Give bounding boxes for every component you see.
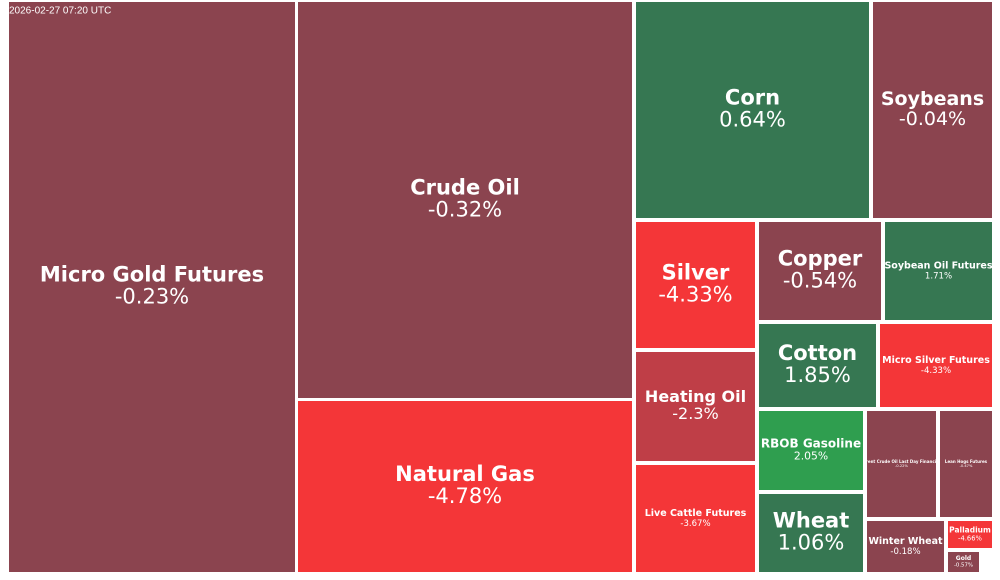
- tile-name: Copper: [778, 246, 863, 270]
- tile: [634, 463, 757, 574]
- tile-change: 0.64%: [719, 108, 786, 132]
- tile: [946, 550, 981, 574]
- tile: [296, 0, 634, 400]
- tile-name: Micro Gold Futures: [40, 262, 264, 286]
- tile: [634, 0, 871, 220]
- tile: [757, 220, 883, 322]
- tile-change: -0.54%: [783, 269, 857, 293]
- tile-name: RBOB Gasoline: [761, 436, 861, 450]
- tile-change: -4.33%: [921, 366, 951, 376]
- tile-name: Micro Silver Futures: [882, 355, 990, 366]
- tile: [878, 322, 994, 409]
- tile-name: Gold: [956, 555, 971, 562]
- tile-change: 1.06%: [778, 531, 845, 555]
- tile-name: Crude Oil: [410, 175, 520, 199]
- timestamp: 2026-02-27 07:20 UTC: [9, 6, 111, 17]
- tile: [296, 399, 634, 574]
- tile: [883, 220, 994, 322]
- tile: [946, 519, 994, 550]
- tile-name: Cotton: [778, 341, 857, 365]
- tile: [757, 409, 865, 492]
- tile-name: Natural Gas: [395, 462, 535, 486]
- tile-change: -0.18%: [890, 547, 920, 557]
- tile-name: Winter Wheat: [868, 536, 943, 547]
- tile-change: 1.71%: [925, 271, 952, 281]
- tile-name: Heating Oil: [645, 387, 746, 406]
- tile-name: Wheat: [773, 508, 850, 532]
- tile-change: -4.66%: [958, 534, 982, 542]
- tile-change: -4.78%: [428, 484, 502, 508]
- tile: [938, 409, 994, 519]
- tile: [7, 0, 297, 574]
- tile-name: Soybeans: [881, 88, 984, 110]
- tile-name: Soybean Oil Futures: [884, 260, 992, 271]
- tile: [865, 519, 946, 574]
- tile-change: 1.85%: [784, 363, 851, 387]
- tile-name: Live Cattle Futures: [645, 508, 747, 519]
- tile: [865, 409, 938, 519]
- tile-name: Corn: [725, 85, 780, 109]
- tile-change: -0.32%: [428, 198, 502, 222]
- tile-change: -0.57%: [954, 563, 973, 569]
- tile-name: Palladium: [949, 525, 991, 534]
- tile: [634, 350, 757, 463]
- tile: [757, 322, 878, 409]
- tile-change: -0.47%: [960, 464, 973, 468]
- tile-name: Silver: [662, 260, 730, 284]
- tile-change: -0.22%: [895, 464, 908, 468]
- tile-change: 2.05%: [794, 450, 828, 463]
- tile-change: -2.3%: [672, 404, 718, 423]
- tile: [871, 0, 994, 220]
- tile: [757, 492, 865, 574]
- tile-change: -0.23%: [115, 285, 189, 309]
- tile-change: -4.33%: [658, 283, 732, 307]
- tiles: Micro Gold Futures-0.23% Crude Oil-0.32% N…: [7, 0, 994, 574]
- tile: [634, 220, 757, 350]
- tile-change: -0.04%: [899, 108, 966, 130]
- tile-name: Lean Hogs Futures: [945, 459, 988, 464]
- tile-change: -3.67%: [680, 519, 710, 529]
- tile-name: Brent Crude Oil Last Day Financial: [863, 459, 941, 464]
